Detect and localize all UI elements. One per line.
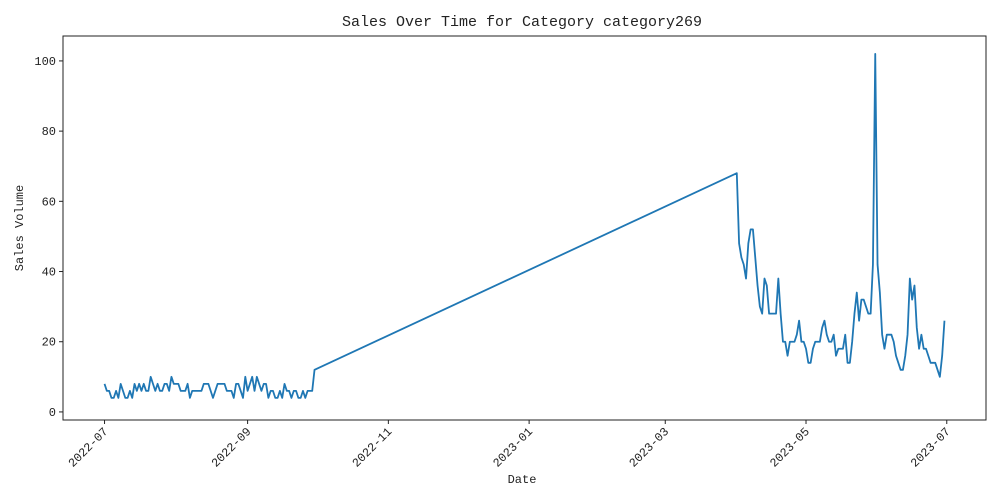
x-tick-label: 2023-07 — [908, 425, 954, 471]
x-tick-label: 2023-05 — [767, 425, 813, 471]
x-tick-label: 2022-11 — [350, 425, 396, 471]
y-axis-label: Sales Volume — [13, 185, 27, 271]
x-axis-label: Date — [508, 473, 537, 487]
sales-line — [103, 53, 946, 399]
y-tick-label: 100 — [34, 55, 56, 69]
y-tick-label: 20 — [42, 336, 56, 350]
y-tick-label: 60 — [42, 195, 56, 209]
x-tick-label: 2022-07 — [66, 425, 112, 471]
chart-title: Sales Over Time for Category category269 — [342, 14, 702, 31]
y-tick-label: 0 — [49, 406, 56, 420]
y-tick-label: 80 — [42, 125, 56, 139]
plot-frame — [62, 35, 987, 421]
x-tick-label: 2023-03 — [627, 425, 673, 471]
x-tick-label: 2022-09 — [209, 425, 255, 471]
y-tick-label: 40 — [42, 266, 56, 280]
x-tick-label: 2023-01 — [490, 425, 536, 471]
